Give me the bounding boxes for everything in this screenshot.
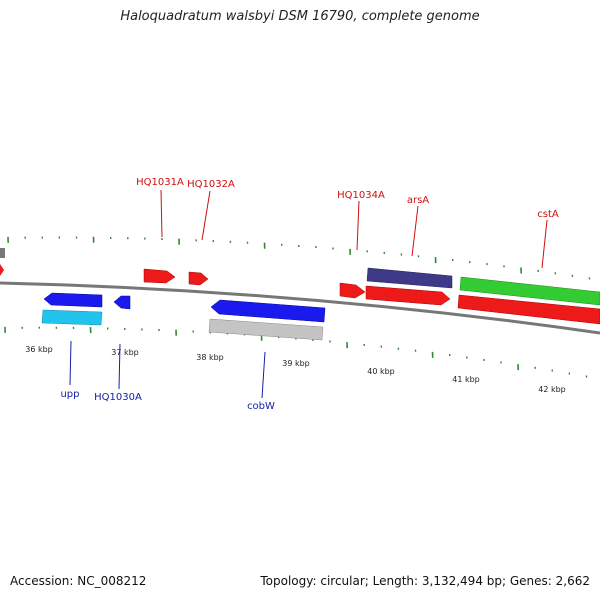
gene-arsA-feature <box>366 267 453 289</box>
scale-label-41kbp: 41 kbp <box>452 375 480 384</box>
gene-upp-feature <box>41 309 103 326</box>
genome-summary: Topology: circular; Length: 3,132,494 bp… <box>260 574 590 588</box>
scale-label-36kbp: 36 kbp <box>25 345 53 354</box>
label-HQ1031A: HQ1031A <box>136 177 184 188</box>
genome-backbone <box>0 281 600 335</box>
gene-HQ1034A[interactable] <box>339 282 366 299</box>
leader-HQ1032A <box>201 190 211 241</box>
leader-cobW <box>261 351 266 399</box>
gene-upp[interactable] <box>43 292 103 308</box>
leader-cstA <box>541 219 548 269</box>
label-HQ1032A: HQ1032A <box>187 179 235 190</box>
gene-HQ1030A[interactable] <box>113 295 131 310</box>
leader-HQ1030A <box>118 343 121 390</box>
scale-label-39kbp: 39 kbp <box>282 359 310 368</box>
gene-cobW-feature <box>208 318 324 341</box>
scale-label-42kbp: 42 kbp <box>538 385 566 394</box>
scale-label-40kbp: 40 kbp <box>367 367 395 376</box>
gene-cstA-feature <box>459 276 600 306</box>
leader-upp <box>69 340 72 386</box>
label-HQ1034A: HQ1034A <box>337 190 385 201</box>
label-cobW: cobW <box>247 401 275 412</box>
accession-label: Accession: NC_008212 <box>10 574 147 588</box>
gene-cobW[interactable] <box>210 299 326 323</box>
gene-arsA[interactable] <box>365 285 451 306</box>
gene-HQ1031A[interactable] <box>143 268 176 284</box>
scale-label-38kbp: 38 kbp <box>196 353 224 362</box>
gene-HQ1032A[interactable] <box>188 271 209 286</box>
label-upp: upp <box>60 389 79 400</box>
gene-partial-gray <box>0 248 5 258</box>
map-title: Haloquadratum walsbyi DSM 16790, complet… <box>120 9 480 24</box>
leader-HQ1034A <box>356 200 360 251</box>
gene-cstA[interactable] <box>457 294 600 325</box>
leader-arsA <box>411 205 419 257</box>
leader-HQ1031A <box>160 189 163 238</box>
label-arsA: arsA <box>407 195 429 206</box>
label-cstA: cstA <box>537 209 559 220</box>
gene-partial-red <box>0 264 4 276</box>
label-HQ1030A: HQ1030A <box>94 392 142 403</box>
scale-label-37kbp: 37 kbp <box>111 348 139 357</box>
